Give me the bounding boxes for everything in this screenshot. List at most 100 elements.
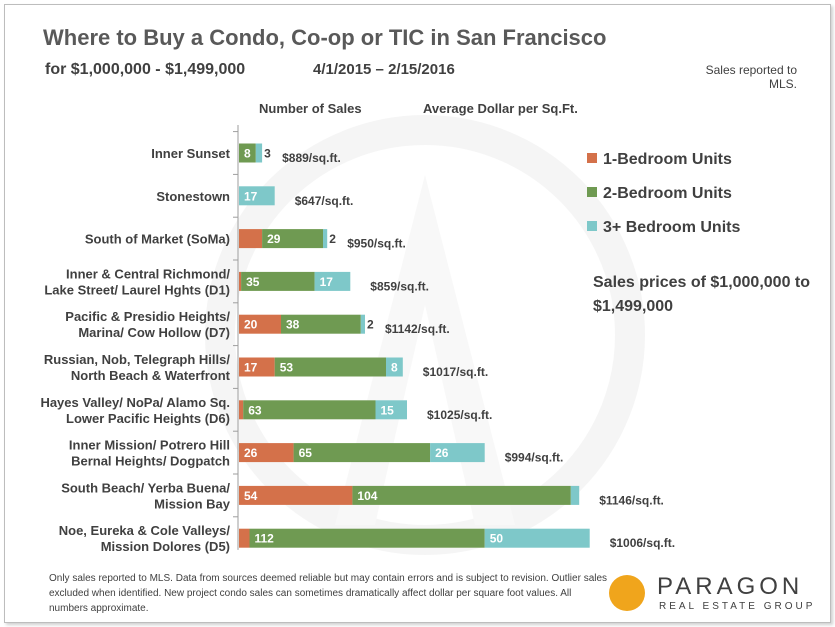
chart-title: Where to Buy a Condo, Co-op or TIC in Sa… (43, 25, 607, 50)
logo-name: PARAGON (657, 573, 804, 600)
bar-segment (314, 271, 351, 291)
footer-disclaimer: Only sales reported to MLS. Data from so… (49, 573, 608, 614)
category-label-line: Marina/ Cow Hollow (D7) (78, 325, 230, 340)
bar-value-label: 50 (490, 532, 504, 546)
bar-value-label: 26 (435, 446, 449, 460)
category-label-line: Mission Dolores (D5) (101, 539, 230, 554)
bar-value-label: 29 (267, 232, 281, 246)
mls-note: Sales reported to MLS. (705, 63, 797, 91)
category-label-line: Bernal Heights/ Dogpatch (71, 454, 230, 469)
bar-segment (239, 314, 281, 334)
bar-segment (262, 229, 323, 249)
bar-value-label: 104 (357, 489, 377, 503)
bar-value-label: 8 (244, 147, 251, 161)
bar-segment (360, 314, 365, 334)
legend-swatch-3-bedroom (587, 221, 597, 231)
sales-price-note: Sales prices of $1,000,000 to $1,499,000 (593, 274, 811, 315)
price-per-sqft-label: $889/sq.ft. (282, 151, 341, 165)
bar-segment (249, 528, 485, 548)
legend-item-1-bedroom: 1-Bedroom Units (587, 151, 732, 169)
bar-segment (430, 443, 485, 463)
category-label: Pacific & Presidio Heights/Marina/ Cow H… (65, 309, 230, 340)
category-label: Stonestown (156, 189, 230, 204)
bar-value-label: 65 (299, 446, 313, 460)
paragon-logo-icon (609, 575, 645, 611)
category-label-line: Pacific & Presidio Heights/ (65, 309, 230, 324)
price-per-sqft-label: $1025/sq.ft. (427, 408, 492, 422)
bar-segment (570, 485, 580, 505)
bar-value-label: 2 (367, 318, 374, 332)
bar-value-label: 15 (381, 403, 395, 417)
bar-value-label: 8 (391, 361, 398, 375)
category-label-line: Stonestown (156, 189, 230, 204)
bar-segment (484, 528, 590, 548)
category-label: Hayes Valley/ NoPa/ Alamo Sq. Lower Pacif… (40, 395, 230, 426)
bar-value-label: 112 (255, 532, 275, 546)
category-label-line: Lake Street/ Laurel Hghts (D1) (44, 282, 230, 297)
category-label: South Beach/ Yerba Buena/Mission Bay (61, 480, 231, 511)
bar-segment (386, 357, 403, 377)
legend-label-1-bedroom: 1-Bedroom Units (603, 151, 732, 168)
bar-value-label: 3 (264, 147, 271, 161)
bar-segment (255, 143, 263, 163)
category-label: Inner Mission/ Potrero Hill Bernal Height… (69, 438, 230, 469)
bar-segment (239, 143, 256, 163)
legend-label-2-bedroom: 2-Bedroom Units (603, 185, 732, 202)
bar-value-label: 17 (244, 361, 258, 375)
bar-segment (274, 357, 386, 377)
category-label: Inner Sunset (151, 146, 230, 161)
price-per-sqft-label: $1017/sq.ft. (423, 365, 488, 379)
legend-item-2-bedroom: 2-Bedroom Units (587, 185, 732, 203)
bar-value-label: 63 (248, 403, 262, 417)
bar-segment (352, 485, 571, 505)
bar-value-label: 17 (320, 275, 334, 289)
logo-tagline: REAL ESTATE GROUP (659, 601, 816, 612)
category-label-line: South of Market (SoMa) (85, 232, 230, 247)
bar-value-label: 54 (244, 489, 258, 503)
bar-segment (243, 400, 376, 420)
bar-value-label: 2 (329, 232, 336, 246)
bar-segment (241, 271, 315, 291)
bar-segment (375, 400, 407, 420)
category-label-line: Russian, Nob, Telegraph Hills/ (44, 352, 231, 367)
bar-segment (323, 229, 328, 249)
price-per-sqft-label: $950/sq.ft. (347, 237, 406, 251)
bar-value-label: 26 (244, 446, 258, 460)
chart-frame: Inner Sunset 8 3 $889/sq.ft. Stonestown 17 $64… (4, 4, 831, 623)
bar-segment (239, 271, 242, 291)
category-label-line: Inner & Central Richmond/ (66, 266, 230, 281)
category-label-line: Mission Bay (154, 496, 231, 511)
bar-segment (239, 443, 294, 463)
bar-value-label: 35 (246, 275, 260, 289)
price-per-sqft-label: $1146/sq.ft. (599, 493, 664, 507)
price-per-sqft-label: $1142/sq.ft. (385, 322, 450, 336)
category-label-line: Inner Mission/ Potrero Hill (69, 438, 230, 453)
legend-item-3-bedroom: 3+ Bedroom Units (587, 219, 740, 237)
chart-subtitle: for $1,000,000 - $1,499,000 (45, 61, 246, 78)
header-number-of-sales: Number of Sales (259, 101, 362, 116)
category-label: Russian, Nob, Telegraph Hills/North Beac… (44, 352, 231, 383)
bar-segment (239, 528, 250, 548)
bar-segment (293, 443, 431, 463)
price-per-sqft-label: $647/sq.ft. (295, 194, 354, 208)
legend-label-3-bedroom: 3+ Bedroom Units (603, 219, 741, 236)
category-label-line: Lower Pacific Heights (D6) (66, 411, 230, 426)
bar-segment (281, 314, 361, 334)
price-per-sqft-label: $859/sq.ft. (370, 279, 429, 293)
category-label-line: North Beach & Waterfront (71, 368, 231, 383)
category-label-line: Noe, Eureka & Cole Valleys/ (59, 523, 231, 538)
price-per-sqft-label: $994/sq.ft. (505, 451, 564, 465)
bar-segment (239, 357, 275, 377)
bar-segment (239, 485, 353, 505)
category-label-line: Hayes Valley/ NoPa/ Alamo Sq. (40, 395, 230, 410)
bar-chart: Inner Sunset 8 3 $889/sq.ft.Stonestown 17 $64… (40, 115, 675, 555)
header-avg-dollar-per-sqft: Average Dollar per Sq.Ft. (423, 101, 578, 116)
category-label: Noe, Eureka & Cole Valleys/Mission Dolor… (59, 523, 231, 554)
price-per-sqft-label: $1006/sq.ft. (610, 536, 675, 550)
bar-segment (239, 400, 244, 420)
legend-swatch-2-bedroom (587, 187, 597, 197)
bar-segment (239, 186, 275, 206)
date-range: 4/1/2015 – 2/15/2016 (313, 61, 455, 78)
category-label: Inner & Central Richmond/Lake Street/ La… (44, 266, 230, 297)
category-label-line: South Beach/ Yerba Buena/ (61, 480, 230, 495)
